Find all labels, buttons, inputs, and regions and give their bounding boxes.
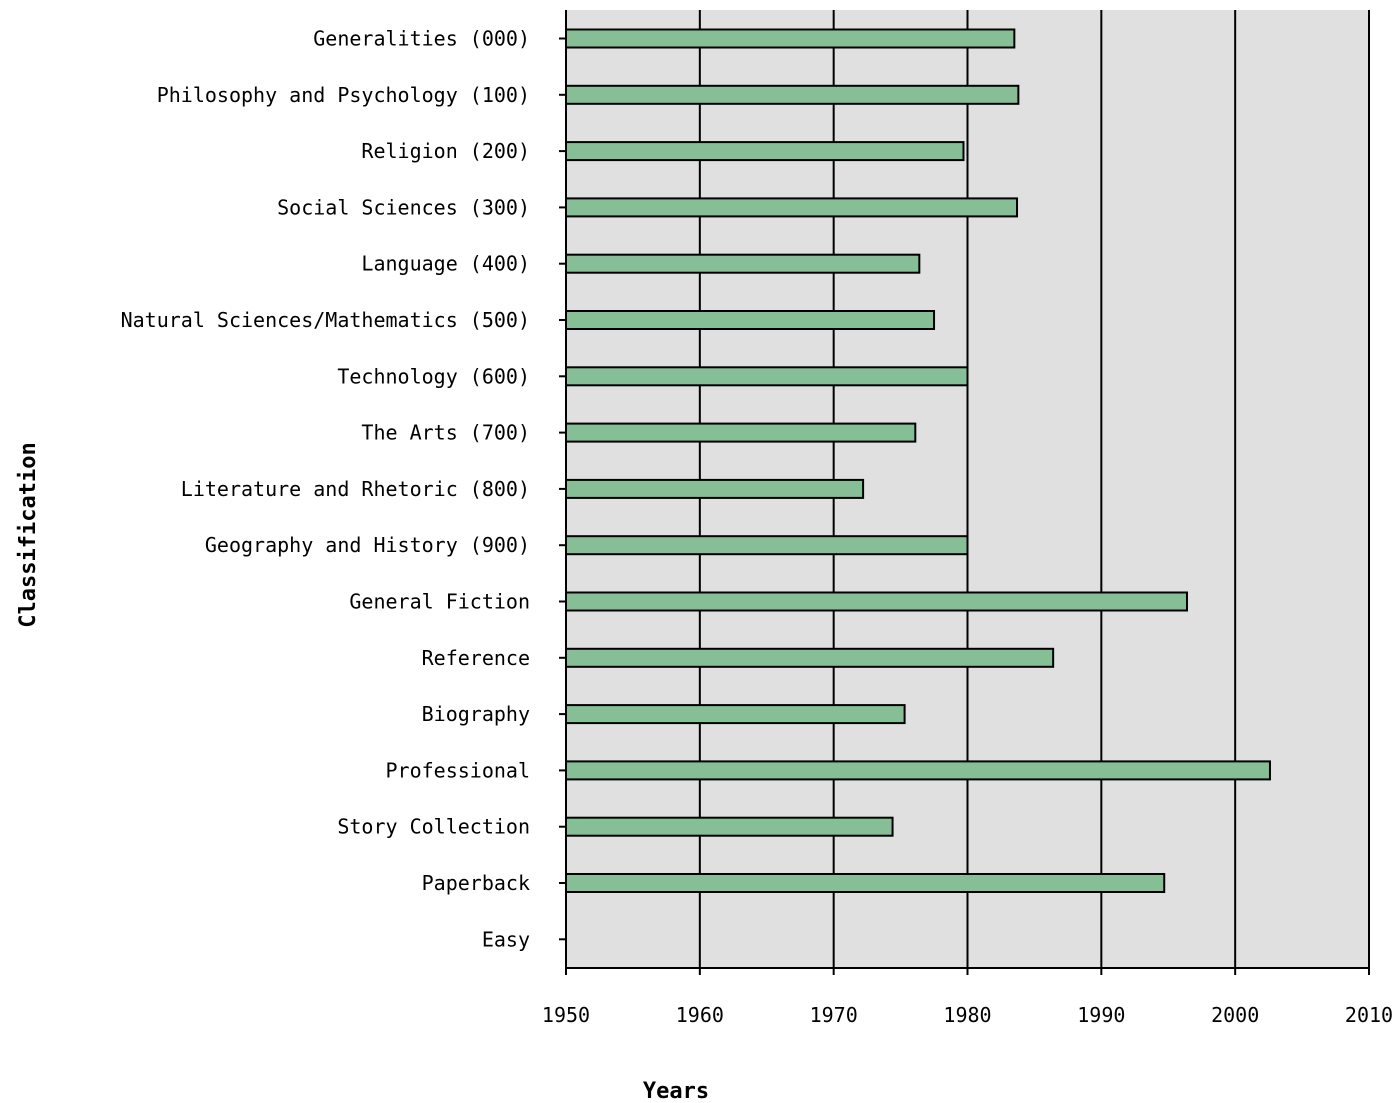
bar [565, 28, 1016, 49]
category-label: Natural Sciences/Mathematics (500) [121, 308, 530, 332]
bar [565, 478, 865, 499]
category-label: Technology (600) [337, 364, 530, 388]
category-label: Philosophy and Psychology (100) [157, 83, 530, 107]
x-tick-label: 2000 [1211, 1003, 1259, 1027]
bar [565, 310, 936, 330]
bar [565, 760, 1271, 781]
category-label: The Arts (700) [361, 421, 530, 445]
category-label: Easy [482, 927, 530, 951]
category-label: Geography and History (900) [205, 533, 530, 557]
bar [565, 704, 906, 725]
category-label: Story Collection [337, 815, 530, 839]
y-axis-title: Classification [16, 442, 41, 627]
bar [565, 591, 1188, 612]
bar [565, 873, 1166, 893]
bar [565, 816, 894, 837]
category-label: Literature and Rhetoric (800) [181, 477, 530, 501]
category-label: Social Sciences (300) [277, 195, 530, 219]
category-labels: Generalities (000) Philosophy and Psychol… [121, 27, 530, 952]
category-label: General Fiction [349, 590, 530, 614]
bar [565, 422, 917, 443]
axes [559, 10, 1370, 975]
category-label: Generalities (000) [313, 27, 530, 51]
bar [565, 253, 921, 274]
x-tick-label: 1990 [1077, 1003, 1125, 1027]
x-tick-label: 1950 [542, 1003, 590, 1027]
bar [565, 84, 1020, 105]
x-tick-label: 1970 [810, 1003, 858, 1027]
bars [565, 28, 1271, 893]
category-label: Biography [422, 702, 530, 726]
bar [565, 197, 1019, 218]
x-axis-title: Years [643, 1079, 709, 1103]
category-label: Religion (200) [361, 139, 530, 163]
category-label: Professional [386, 758, 531, 782]
x-tick-label: 1960 [676, 1003, 724, 1027]
bar [565, 141, 965, 162]
bar [565, 535, 969, 556]
category-label: Language (400) [361, 252, 530, 276]
bar [565, 647, 1055, 668]
x-tick-label: 2010 [1345, 1003, 1393, 1027]
category-label: Reference [422, 646, 530, 670]
x-tick-labels: 1950 1960 1970 1980 1990 2000 2010 [542, 1003, 1393, 1027]
category-label: Paperback [422, 871, 530, 895]
x-tick-label: 1980 [943, 1003, 991, 1027]
bar [565, 366, 969, 387]
